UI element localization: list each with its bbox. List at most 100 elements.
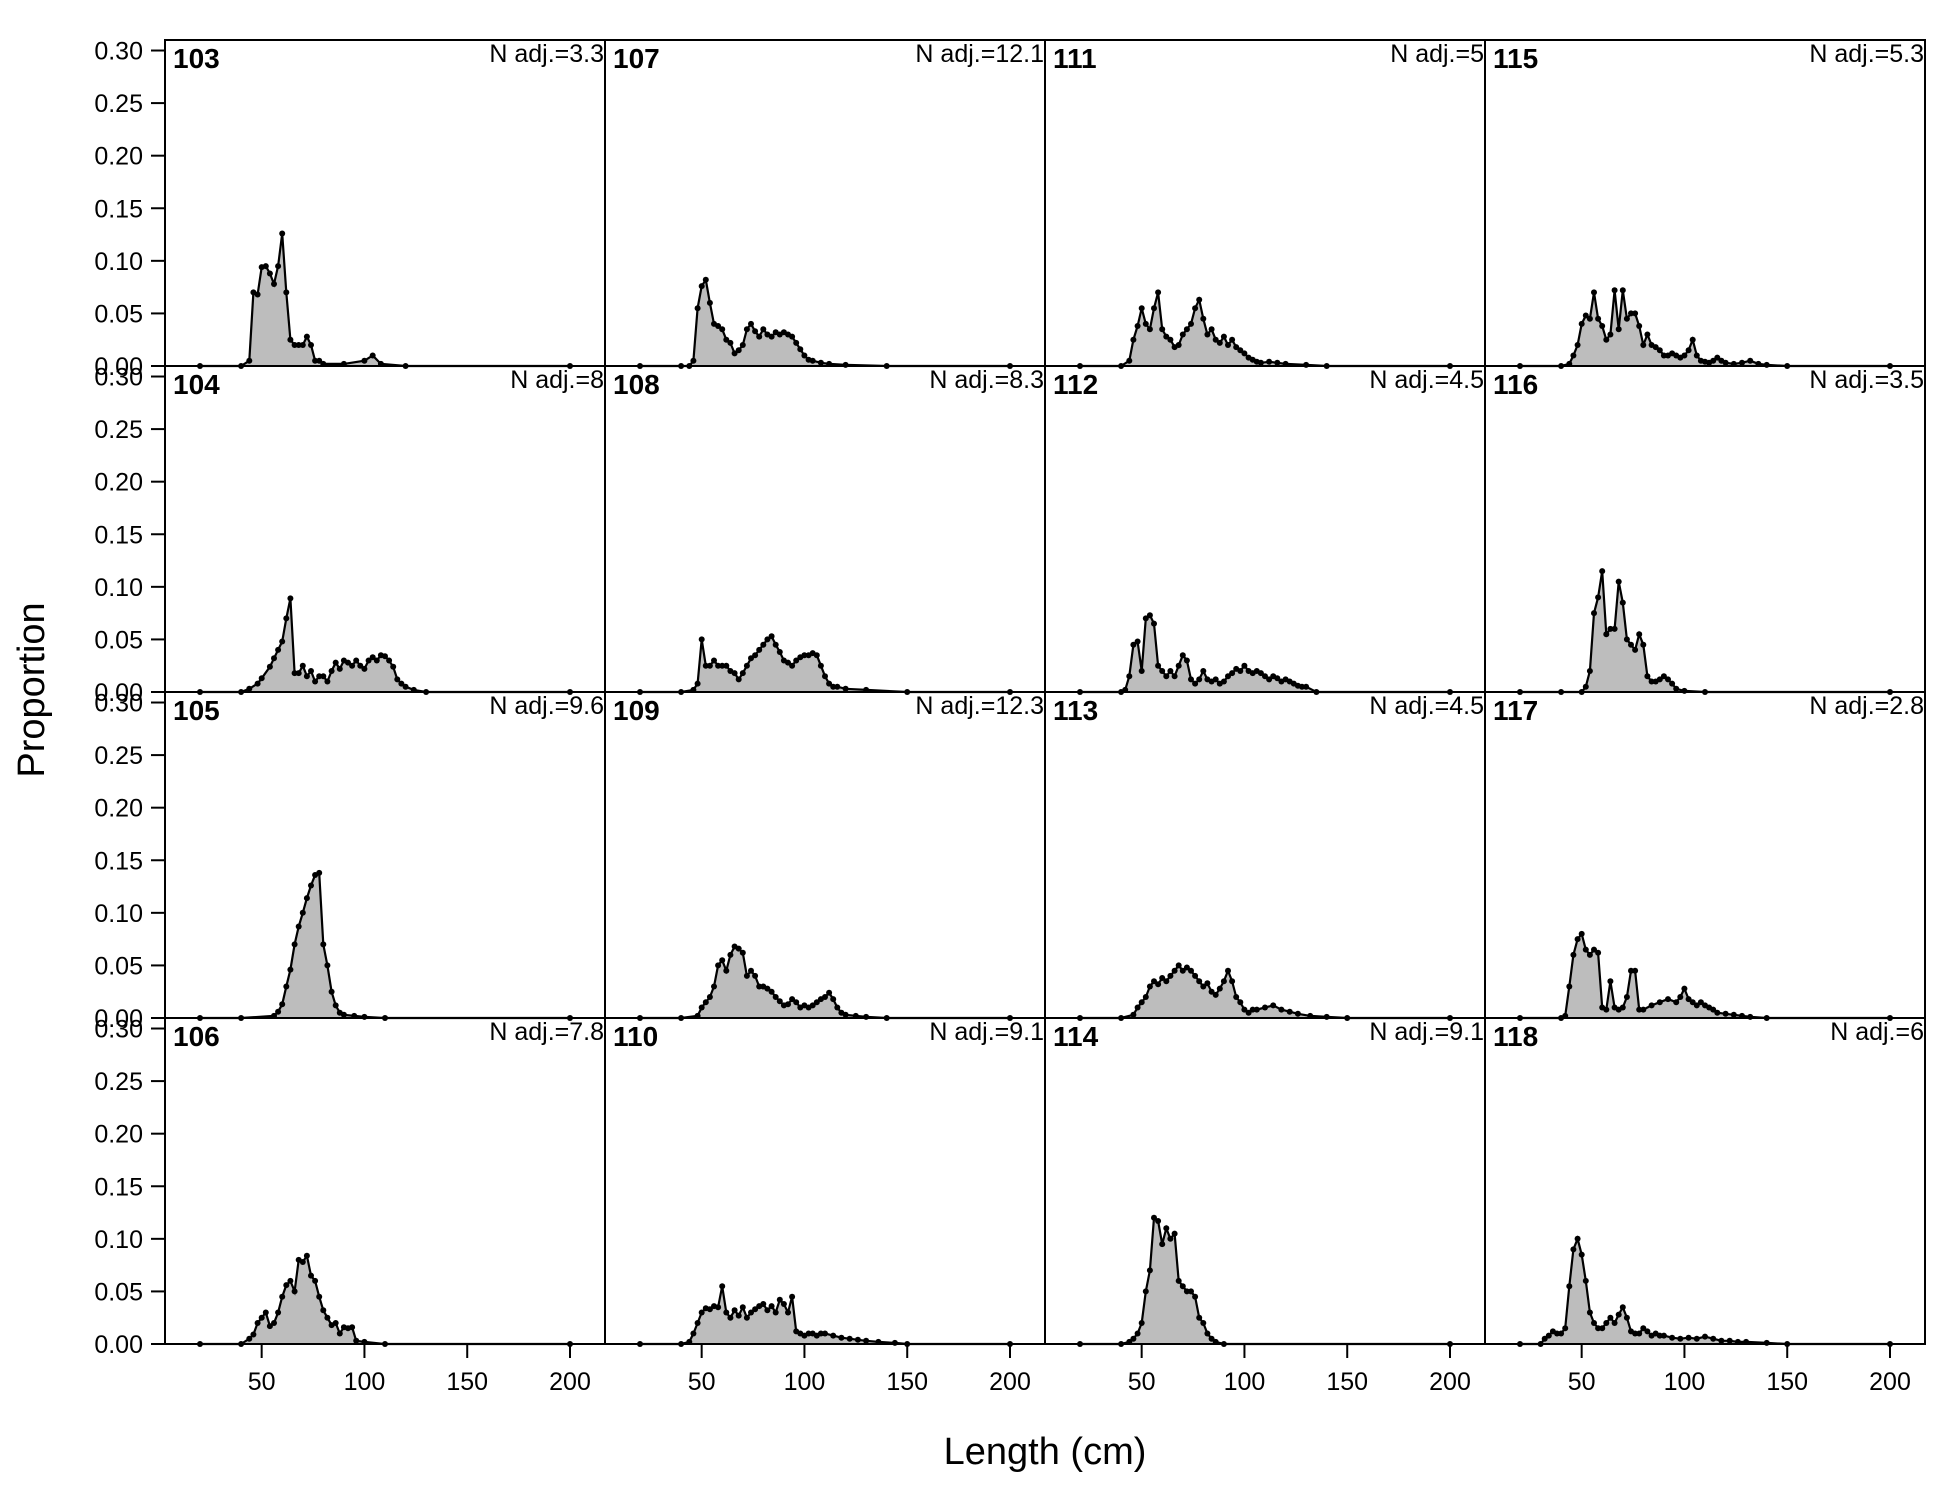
panel-118-point-37: [1710, 1335, 1717, 1342]
panel-103-point-16: [303, 333, 310, 340]
panel-113-point-23: [1216, 985, 1223, 992]
y-tick-label-row-3-3: 0.15: [94, 1173, 143, 1201]
panel-112-point-37: [1266, 676, 1273, 683]
panel-107-point-32: [809, 357, 816, 364]
panel-103-point-14: [295, 342, 302, 348]
panel-116-line: [1520, 570, 1890, 694]
panel-107-point-29: [797, 346, 804, 353]
panel-104-id: 104: [173, 369, 220, 400]
panel-112-point-46: [1303, 683, 1310, 690]
panel-109-point-35: [830, 996, 837, 1003]
panel-118-point-35: [1693, 1335, 1700, 1342]
panel-106-point-15: [299, 1259, 306, 1265]
panel-108-point-22: [772, 641, 779, 648]
panel-108-point-18: [756, 646, 763, 653]
panel-104-point-29: [365, 657, 372, 664]
panel-104-point-2: [246, 685, 253, 692]
panel-115-point-5: [1578, 320, 1585, 327]
panel-118-point-2: [1541, 1335, 1548, 1342]
x-tick-label-col-0-0: 50: [248, 1368, 276, 1396]
panel-114-point-11: [1163, 1225, 1170, 1232]
panel-118-point-13: [1586, 1309, 1593, 1316]
panel-109-point-25: [789, 996, 796, 1003]
panel-108-n-label: N adj.=8.3: [929, 366, 1044, 394]
panel-111-point-7: [1146, 326, 1153, 333]
panel-112-point-12: [1163, 673, 1170, 680]
panel-116-point-12: [1619, 599, 1626, 606]
panel-111-point-21: [1204, 331, 1211, 338]
panel-107-point-20: [760, 326, 767, 333]
panel-116-point-15: [1632, 646, 1639, 653]
panel-103-point-15: [299, 342, 306, 348]
y-tick-label-row-1-0: 0.00: [94, 679, 143, 707]
panel-118-point-9: [1570, 1246, 1577, 1253]
panel-118-point-38: [1718, 1337, 1725, 1344]
panel-108-point-3: [694, 680, 701, 687]
panel-104-point-12: [295, 670, 302, 677]
panel-112-point-45: [1299, 683, 1305, 690]
panel-111-point-26: [1225, 342, 1231, 348]
panel-113-point-35: [1278, 1006, 1285, 1013]
panel-115-point-32: [1689, 336, 1696, 343]
panel-113-point-30: [1245, 1009, 1252, 1016]
y-tick-label-row-0-6: 0.30: [94, 38, 143, 66]
panel-112-point-14: [1171, 673, 1178, 680]
panel-112-point-20: [1196, 676, 1203, 683]
panel-111-n-label: N adj.=5: [1390, 40, 1484, 68]
panel-109-point-24: [785, 1001, 791, 1008]
panel-103-point-18: [312, 357, 319, 364]
panel-115-point-9: [1595, 315, 1602, 322]
panel-113-point-13: [1175, 962, 1182, 969]
panel-118-point-3: [1545, 1332, 1552, 1339]
x-axes-layer: 50 100 150 200 50 100 150 200 50 100 150 200 50 100 15…: [248, 1344, 1911, 1396]
panel-111-point-34: [1257, 359, 1264, 366]
panel-113-point-3: [1134, 1004, 1141, 1011]
panel-104-point-26: [353, 657, 360, 664]
panel-110-point-17: [748, 1309, 754, 1316]
panel-107-point-9: [715, 323, 722, 329]
panel-113-point-2: [1130, 1011, 1137, 1018]
panel-118-point-22: [1623, 1314, 1630, 1321]
panel-112: 112 N adj.=4.5: [1044, 365, 1486, 695]
x-tick-label-col-3-0: 50: [1568, 1368, 1596, 1396]
panel-111-point-19: [1196, 296, 1203, 303]
panel-108-point-19: [760, 641, 767, 648]
panel-108-point-20: [764, 636, 771, 643]
panel-111-point-2: [1126, 357, 1133, 364]
panel-118-area: [1520, 1238, 1890, 1344]
panel-108-point-38: [842, 685, 849, 692]
panel-112-point-16: [1179, 652, 1186, 659]
panel-111-point-29: [1237, 347, 1244, 354]
panel-104-point-28: [361, 665, 368, 672]
y-axes-layer: 0.000.050.100.150.200.250.300.000.050.10…: [94, 38, 166, 1359]
panel-110-point-39: [854, 1336, 861, 1343]
panel-104-point-34: [386, 657, 393, 664]
panel-114-point-5: [1138, 1320, 1145, 1326]
panel-106-point-24: [336, 1330, 343, 1337]
panel-106-area: [200, 1255, 570, 1344]
panel-110-point-24: [776, 1296, 783, 1303]
panel-108: 108 N adj.=8.3: [604, 365, 1046, 695]
x-tick-label-col-3-2: 150: [1766, 1368, 1808, 1396]
panel-118-point-26: [1640, 1325, 1647, 1332]
panel-105-point-3: [275, 1008, 282, 1015]
y-tick-label-row-0-3: 0.15: [94, 195, 143, 223]
panel-110-point-38: [846, 1335, 853, 1342]
panel-106-point-27: [349, 1324, 356, 1331]
panel-117-point-31: [1697, 999, 1704, 1006]
panel-117-point-22: [1648, 1002, 1655, 1009]
panel-117-point-21: [1640, 1006, 1647, 1013]
panel-105-area: [200, 872, 570, 1018]
panel-117-point-23: [1656, 999, 1663, 1006]
y-tick-label-row-2-0: 0.00: [94, 1005, 143, 1033]
panel-104-point-10: [287, 595, 294, 602]
panel-118-id: 118: [1493, 1021, 1538, 1052]
panel-104-point-7: [275, 646, 282, 653]
panel-110-point-15: [739, 1304, 746, 1311]
panel-104-point-19: [324, 678, 331, 685]
panel-117-point-30: [1693, 1002, 1700, 1009]
panel-118-point-6: [1558, 1330, 1565, 1337]
panel-103-point-22: [361, 357, 368, 364]
panel-113-point-10: [1163, 978, 1170, 985]
panel-105-point-9: [299, 909, 306, 916]
